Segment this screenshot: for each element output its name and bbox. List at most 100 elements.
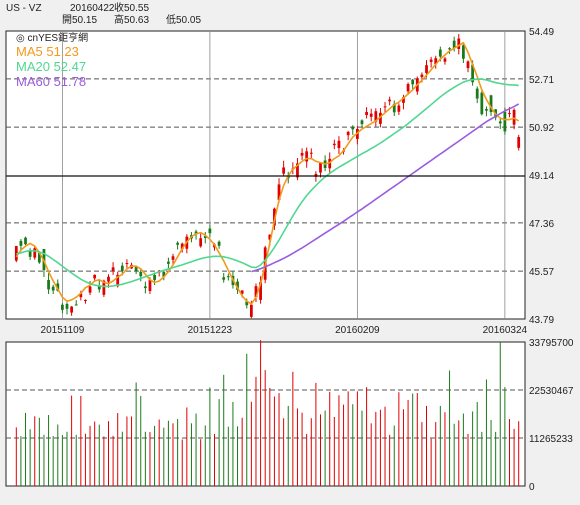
candle-body [448, 48, 451, 50]
ma-line-ma60 [251, 103, 520, 273]
candle-body [434, 58, 438, 65]
legend-item: MA5 51.23 [16, 44, 79, 59]
candle-body [296, 163, 299, 178]
candle-body [240, 290, 244, 294]
price-tick-label: 52.71 [529, 75, 554, 86]
candle-body [319, 162, 322, 173]
candle-body [379, 112, 382, 124]
price-tick-label: 43.79 [529, 315, 554, 326]
candle-body [485, 109, 488, 111]
candle-body [457, 38, 461, 50]
candle-body [388, 99, 392, 102]
candle-body [97, 285, 101, 290]
price-tick-label: 54.49 [529, 27, 554, 38]
candle-body [203, 236, 207, 238]
candle-body [51, 286, 55, 291]
candle-body [33, 248, 37, 258]
candle-body [236, 281, 239, 290]
open-label: 開50.15 [62, 14, 97, 26]
high-label: 高50.63 [114, 13, 149, 26]
candle-body [111, 267, 115, 271]
volume-tick-label: 33795700 [529, 338, 574, 349]
candle-body [102, 280, 106, 295]
candle-body [462, 45, 465, 59]
watermark-logo: ◎ cnYES鉅亨網 [16, 31, 88, 44]
ma-line-ma20 [16, 78, 519, 288]
candle-body [309, 152, 313, 154]
candle-body [498, 121, 502, 124]
candle-body [245, 301, 249, 306]
candle-body [79, 293, 83, 298]
price-tick-label: 47.36 [529, 219, 554, 230]
candle-body [61, 304, 64, 310]
candle-body [162, 271, 166, 277]
candle-body [226, 276, 230, 278]
candle-body [517, 137, 521, 148]
candle-body [443, 58, 447, 62]
candle-body [134, 266, 138, 272]
ma-line-ma5 [15, 41, 520, 305]
candle-body [148, 279, 152, 292]
candle-body [392, 103, 396, 113]
candle-body [107, 276, 110, 282]
volume-bars [15, 340, 520, 486]
candle-body [139, 271, 143, 277]
candle-body [153, 274, 156, 280]
candle-body [346, 131, 350, 136]
candle-body [406, 84, 410, 92]
volume-axis-ticks: 33795700 22530467 11265233 0 [529, 338, 574, 493]
x-tick-label: 20151223 [188, 325, 233, 336]
low-label: 低50.05 [166, 13, 201, 26]
moving-average-lines [15, 41, 520, 305]
x-tick-label: 20160209 [335, 325, 380, 336]
candle-body [374, 111, 378, 122]
candle-body [337, 140, 341, 149]
candle-body [328, 158, 332, 169]
candle-body [28, 251, 32, 257]
candle-body [466, 61, 470, 69]
candle-body [268, 234, 272, 240]
candle-body [300, 152, 304, 156]
candle-body [125, 263, 129, 265]
candle-body [438, 49, 442, 57]
candle-body [88, 286, 92, 293]
symbol-label: US - VZ [6, 3, 42, 14]
candle-body [120, 265, 124, 271]
candle-body [471, 64, 474, 83]
candle-body [194, 231, 198, 234]
candle-body [512, 109, 516, 125]
candle-body [277, 184, 281, 201]
candle-body [429, 59, 433, 62]
candle-body [383, 106, 387, 108]
candle-body [259, 282, 262, 300]
candle-body [47, 279, 50, 290]
candle-body [489, 95, 493, 113]
candle-body [508, 113, 511, 115]
candle-body [249, 304, 253, 317]
candle-body [360, 120, 364, 125]
candle-body [180, 243, 184, 250]
candle-body [351, 126, 355, 130]
volume-tick-label: 0 [529, 482, 535, 493]
candle-body [475, 88, 479, 99]
candle-body [24, 237, 27, 245]
close-label: 收50.55 [114, 1, 149, 14]
candle-body [420, 74, 424, 78]
candle-body [171, 256, 175, 260]
candle-body [222, 277, 226, 280]
candle-body [503, 111, 507, 132]
candle-body [116, 274, 120, 287]
candle-body [19, 240, 23, 246]
price-tick-label: 49.14 [529, 171, 554, 182]
candle-body [37, 252, 41, 263]
candle-body [93, 274, 97, 279]
candle-body [305, 151, 309, 162]
candle-body [425, 65, 428, 73]
candle-body [217, 241, 221, 246]
candle-body [56, 283, 60, 291]
legend-item: MA20 52.47 [16, 59, 86, 74]
candle-body [452, 40, 456, 48]
